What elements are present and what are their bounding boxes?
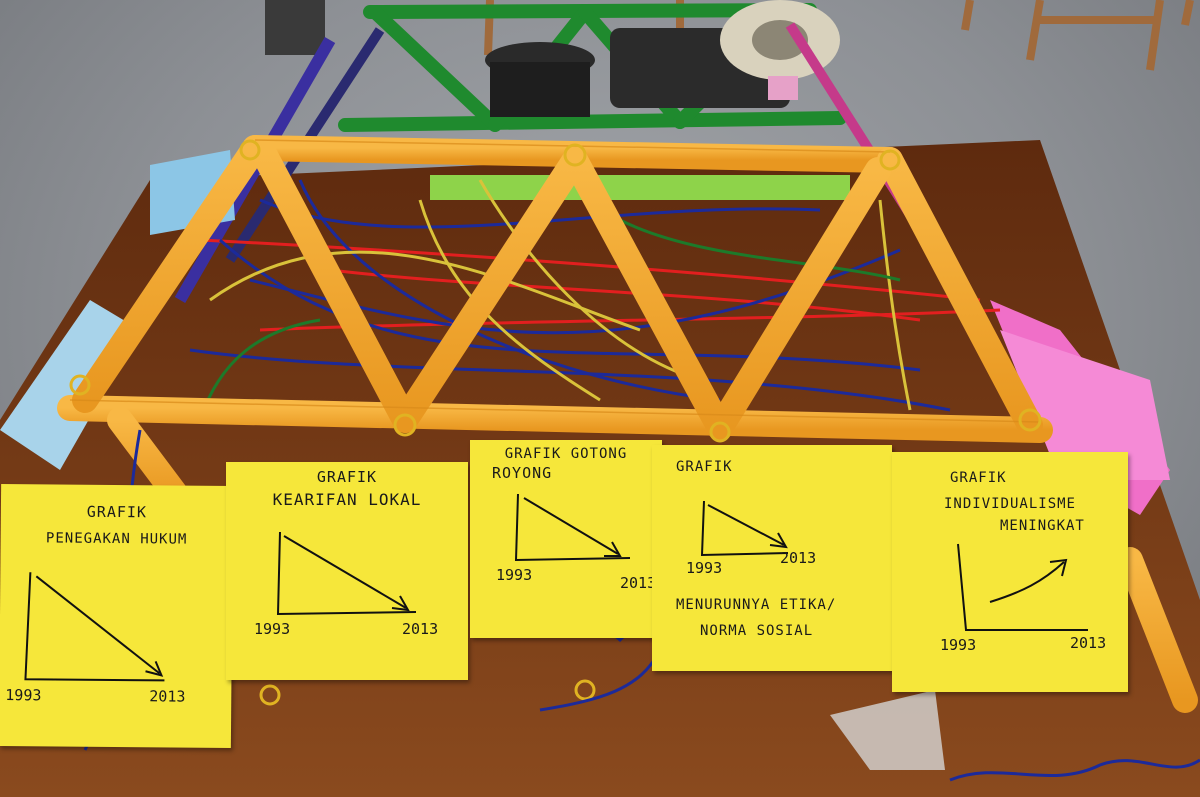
- trend-down-graph: [24, 572, 165, 682]
- note-title: GRAFIK GOTONG: [504, 446, 628, 462]
- note-year-start: 1993: [5, 686, 42, 705]
- sticky-note-individualisme: GRAFIK INDIVIDUALISME MENINGKAT 1993 201…: [892, 452, 1128, 692]
- trend-up-graph: [957, 543, 1088, 631]
- note-title: GRAFIK: [950, 470, 1007, 486]
- note-subtitle-line2: MENINGKAT: [1000, 518, 1085, 534]
- note-year-end: 2013: [620, 574, 657, 592]
- trend-down-graph: [276, 531, 417, 616]
- sticky-note-penegakan-hukum: GRAFIK PENEGAKAN HUKUM 1993 2013: [0, 483, 234, 749]
- note-subtitle-line1: INDIVIDUALISME: [943, 496, 1076, 512]
- note-subtitle: KEARIFAN LOKAL: [272, 490, 422, 509]
- sticky-note-gotong-royong: GRAFIK GOTONG ROYONG 1993 2013: [470, 440, 662, 638]
- trend-down-graph: [514, 493, 631, 562]
- trend-down-graph: [700, 500, 789, 557]
- note-year-end: 2013: [402, 620, 439, 638]
- note-year-end: 2013: [1070, 634, 1107, 652]
- note-subtitle: ROYONG: [492, 464, 553, 482]
- note-title: GRAFIK: [676, 459, 733, 475]
- note-year-start: 1993: [940, 636, 977, 654]
- note-year-start: 1993: [686, 559, 723, 577]
- note-caption-line1: MENURUNNYA ETIKA/: [676, 597, 837, 613]
- note-caption-line2: NORMA SOSIAL: [700, 623, 814, 639]
- note-year-start: 1993: [254, 620, 291, 638]
- popsicle-truss: [57, 135, 1198, 713]
- sticky-note-kearifan-lokal: GRAFIK KEARIFAN LOKAL 1993 2013: [226, 462, 468, 680]
- note-year-start: 1993: [496, 566, 533, 584]
- note-year-end: 2013: [149, 687, 186, 706]
- sticky-note-etika: GRAFIK 1993 2013 MENURUNNYA ETIKA/ NORMA…: [652, 445, 892, 671]
- note-title: GRAFIK: [316, 468, 378, 486]
- note-year-end: 2013: [780, 549, 817, 567]
